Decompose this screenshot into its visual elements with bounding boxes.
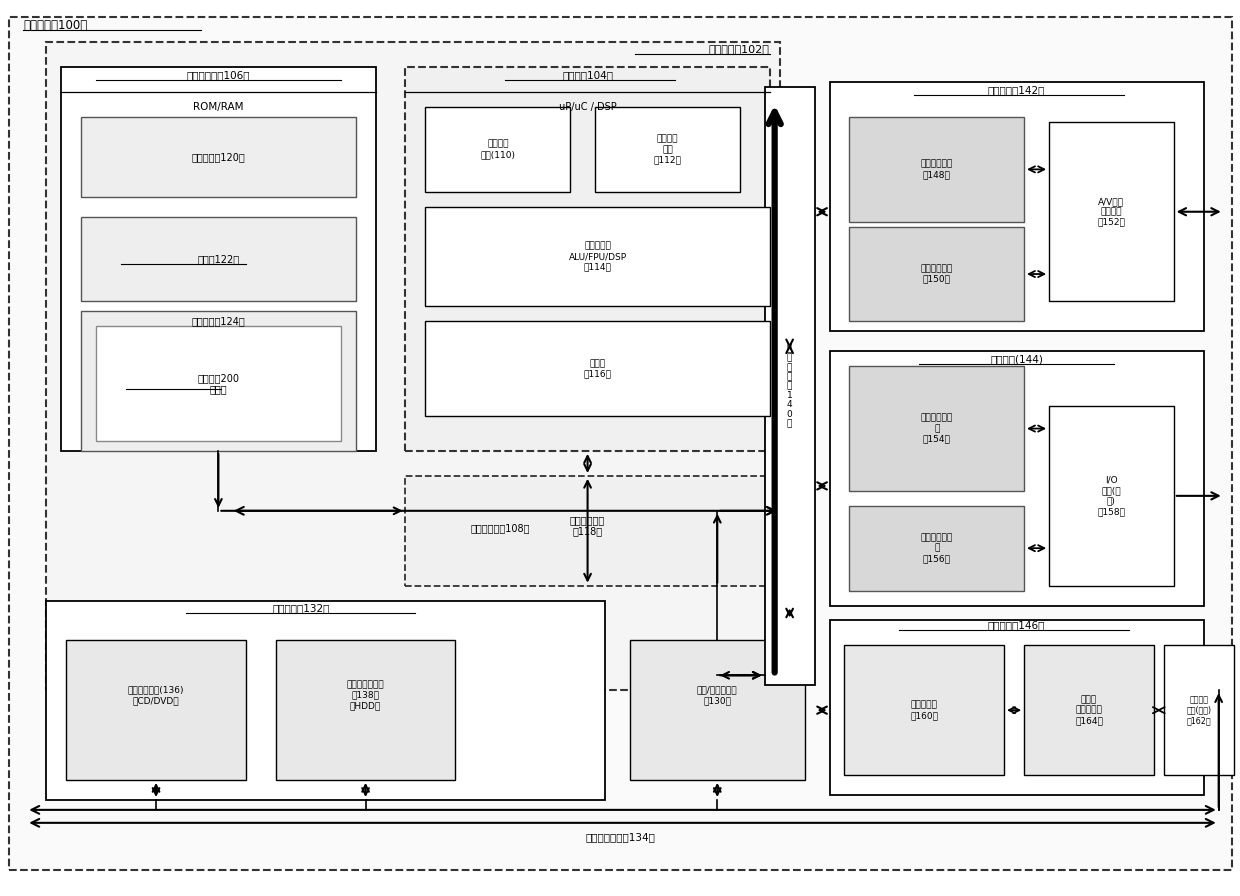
Bar	[1049, 122, 1174, 301]
Text: 储存接口总线（134）: 储存接口总线（134）	[585, 831, 655, 841]
Text: 存储器控制器
（118）: 存储器控制器 （118）	[570, 515, 605, 537]
Text: 串行接口控制
器
（154）: 串行接口控制 器 （154）	[920, 414, 952, 444]
Text: 网络控制器
（160）: 网络控制器 （160）	[910, 701, 939, 719]
Bar	[425, 322, 770, 416]
Text: 应用（122）: 应用（122）	[197, 254, 239, 264]
Bar	[595, 107, 740, 192]
Text: 可移除储存器(136)
（CD/DVD）: 可移除储存器(136) （CD/DVD）	[128, 685, 185, 705]
Bar	[425, 207, 770, 306]
Bar	[765, 87, 815, 685]
Text: 其他计算
设备(多个)
（162）: 其他计算 设备(多个) （162）	[1187, 695, 1211, 725]
Bar	[61, 67, 376, 451]
Bar	[1049, 406, 1174, 586]
Text: 音频处理单元
（150）: 音频处理单元 （150）	[920, 264, 952, 284]
Bar	[46, 42, 780, 690]
Text: 通信端
口（多个）
（164）: 通信端 口（多个） （164）	[1075, 695, 1102, 725]
Bar	[405, 67, 770, 451]
Bar	[275, 641, 455, 780]
Bar	[1024, 645, 1153, 775]
Text: 一级高速
缓存(110): 一级高速 缓存(110)	[480, 140, 516, 159]
Text: 输出设备（142）: 输出设备（142）	[988, 85, 1045, 95]
Bar	[46, 600, 605, 800]
Bar	[405, 476, 770, 586]
Text: I/O
端口(多
个)
（158）: I/O 端口(多 个) （158）	[1097, 476, 1126, 516]
Bar	[1164, 645, 1234, 775]
Bar	[81, 217, 356, 301]
Text: 存储器总线（108）: 存储器总线（108）	[470, 522, 529, 533]
Text: A/V端口
（多个）
（152）: A/V端口 （多个） （152）	[1097, 197, 1126, 227]
Text: 系统存储器（106）: 系统存储器（106）	[187, 70, 250, 80]
Text: uP/uC / DSP: uP/uC / DSP	[559, 102, 616, 112]
Bar	[849, 366, 1024, 491]
Text: 图像处理单元
（148）: 图像处理单元 （148）	[920, 159, 952, 179]
Bar	[830, 82, 1204, 332]
Bar	[81, 117, 356, 197]
Text: 基本配置（102）: 基本配置（102）	[709, 44, 770, 55]
Bar	[849, 227, 1024, 322]
Bar	[830, 620, 1204, 795]
Text: 总线/接口控制器
（130）: 总线/接口控制器 （130）	[697, 685, 738, 705]
Text: 操作系统（120）: 操作系统（120）	[191, 152, 246, 162]
Text: 执行方法200
的指令: 执行方法200 的指令	[197, 373, 239, 394]
Text: 二级高速
缓存
（112）: 二级高速 缓存 （112）	[653, 134, 681, 164]
Text: 外围接口(144): 外围接口(144)	[991, 354, 1043, 365]
Bar	[97, 326, 341, 441]
Text: 接
口
总
线
（
1
4
0
）: 接 口 总 线 （ 1 4 0 ）	[786, 344, 792, 428]
Text: 计算设备（100）: 计算设备（100）	[24, 19, 88, 32]
Text: 程序数据（124）: 程序数据（124）	[191, 316, 246, 326]
Text: 不可移除储存器
（138）
（HDD）: 不可移除储存器 （138） （HDD）	[347, 680, 384, 711]
Bar	[830, 351, 1204, 606]
Text: 寄存器
（116）: 寄存器 （116）	[584, 359, 611, 378]
Text: 储存设备（132）: 储存设备（132）	[272, 604, 330, 614]
Bar	[425, 107, 570, 192]
Bar	[630, 641, 805, 780]
Bar	[849, 117, 1024, 221]
Text: 处理器核心
ALU/FPU/DSP
（114）: 处理器核心 ALU/FPU/DSP （114）	[568, 242, 626, 271]
Bar	[849, 506, 1024, 590]
Text: 处理器（104）: 处理器（104）	[562, 70, 613, 80]
Bar	[81, 312, 356, 451]
Text: ROM/RAM: ROM/RAM	[193, 102, 243, 112]
Text: 通信设备（146）: 通信设备（146）	[988, 620, 1045, 631]
Bar	[844, 645, 1004, 775]
Bar	[66, 641, 246, 780]
Text: 并行接口控制
器
（156）: 并行接口控制 器 （156）	[920, 533, 952, 563]
